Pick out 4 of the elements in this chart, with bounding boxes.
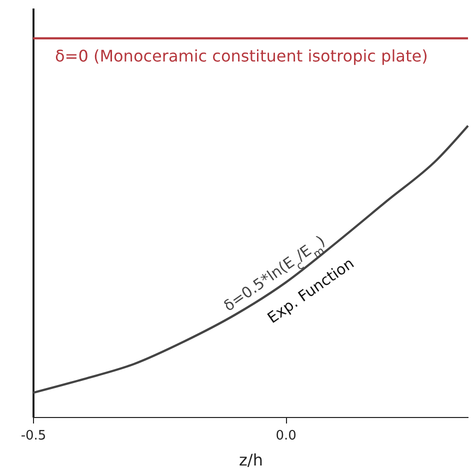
- series-label: δ=0 (Monoceramic constituent isotropic plate): [55, 46, 428, 66]
- x-tick-label: -0.5: [20, 428, 46, 444]
- x-tick-label: 0.0: [276, 428, 296, 444]
- x-axis-title: z/h: [239, 450, 263, 470]
